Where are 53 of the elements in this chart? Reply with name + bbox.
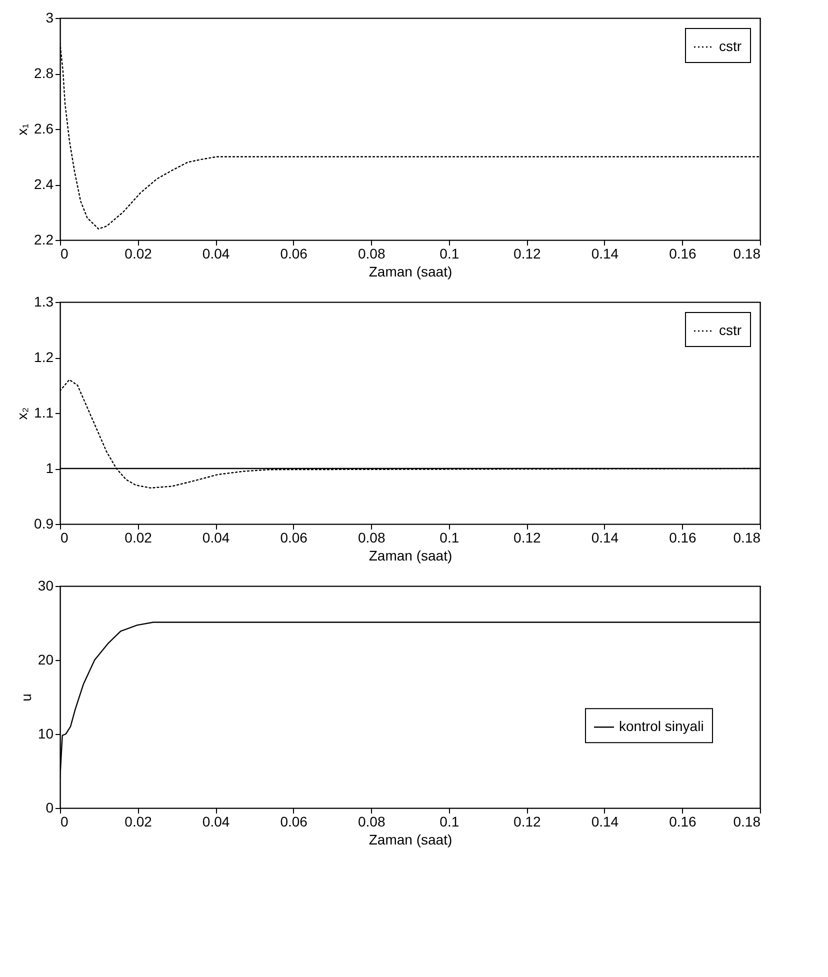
y-tick-label: 0 — [46, 800, 54, 816]
y-tick-label: 3 — [46, 10, 54, 26]
legend-label: cstr — [719, 38, 742, 54]
x-tick-label: 0.14 — [591, 246, 619, 262]
y-tick-label: 20 — [38, 652, 54, 668]
x-tick-label: 0.04 — [202, 246, 230, 262]
y-tick-label: 2.4 — [34, 176, 54, 192]
x-tick-label: 0.02 — [124, 814, 152, 830]
x-tick-label: 0.12 — [514, 246, 542, 262]
legend-label: cstr — [719, 322, 742, 338]
x-axis-title: Zaman (saat) — [368, 548, 452, 564]
y-tick-label: 0.9 — [34, 516, 54, 532]
x-tick-label: 0.18 — [733, 530, 761, 546]
x-tick-label: 0.08 — [358, 814, 386, 830]
x-tick-label: 0.08 — [358, 246, 386, 262]
x-axis-title: Zaman (saat) — [368, 264, 452, 280]
x-tick-label: 0.1 — [440, 246, 460, 262]
x-tick-label: 0 — [60, 530, 68, 546]
x-tick-label: 0.06 — [280, 814, 308, 830]
y-tick-label: 1.1 — [34, 404, 54, 420]
x-tick-label: 0.18 — [733, 246, 761, 262]
x-tick-label: 0.12 — [514, 530, 542, 546]
y-tick-label: 2.8 — [34, 65, 54, 81]
y-tick-label: 1.2 — [34, 349, 54, 365]
x-tick-label: 0.06 — [280, 530, 308, 546]
x-tick-label: 0.1 — [440, 530, 460, 546]
x-tick-label: 0.1 — [440, 814, 460, 830]
y-axis-title: u — [18, 694, 34, 702]
x-tick-label: 0.04 — [202, 530, 230, 546]
x-tick-label: 0.02 — [124, 530, 152, 546]
y-tick-label: 2.6 — [34, 120, 54, 136]
x-tick-label: 0 — [60, 246, 68, 262]
y-tick-label: 10 — [38, 726, 54, 742]
x-tick-label: 0.08 — [358, 530, 386, 546]
x-tick-label: 0.06 — [280, 246, 308, 262]
x-tick-label: 0.12 — [514, 814, 542, 830]
x-tick-label: 0.02 — [124, 246, 152, 262]
y-tick-label: 2.2 — [34, 232, 54, 248]
x-tick-label: 0.04 — [202, 814, 230, 830]
x-tick-label: 0.18 — [733, 814, 761, 830]
y-axis-title: x₁ — [14, 123, 30, 136]
x-tick-label: 0.16 — [669, 246, 697, 262]
x-tick-label: 0.16 — [669, 814, 697, 830]
y-tick-label: 30 — [38, 578, 54, 594]
x-tick-label: 0.14 — [591, 814, 619, 830]
x-tick-label: 0.16 — [669, 530, 697, 546]
x-axis-title: Zaman (saat) — [368, 832, 452, 848]
y-tick-label: 1 — [46, 460, 54, 476]
x-tick-label: 0.14 — [591, 530, 619, 546]
legend-label: kontrol sinyali — [619, 718, 704, 734]
y-axis-title: x₂ — [14, 407, 30, 420]
y-tick-label: 1.3 — [34, 294, 54, 310]
x-tick-label: 0 — [60, 814, 68, 830]
